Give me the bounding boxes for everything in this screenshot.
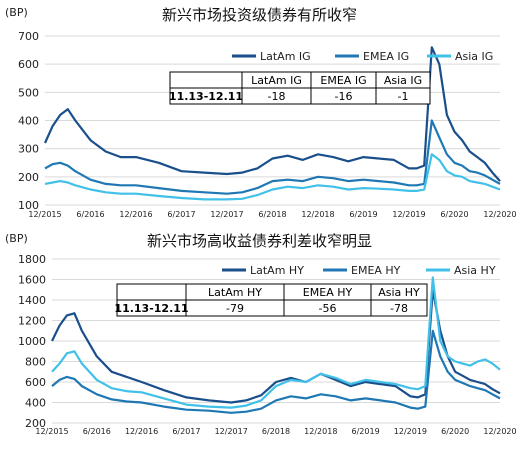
legend-label: LatAm HY [250,264,304,277]
y-tick-label: 700 [18,30,39,43]
y-tick-label: 400 [18,115,39,128]
x-tick-label: 12/2018 [304,427,337,436]
table-cell: -16 [335,90,353,103]
table-cell: -18 [268,90,286,103]
x-tick-label: 6/2019 [352,427,380,436]
y-tick-label: 600 [25,376,46,389]
y-tick-label: 1400 [18,294,46,307]
x-tick-label: 12/2020 [483,427,516,436]
table-cell: 11.13-12.11 [169,90,243,103]
legend-label: EMEA IG [363,50,409,63]
x-tick-label: 6/2018 [262,427,290,436]
table-cell: -1 [398,90,409,103]
x-tick-label: 12/2015 [28,210,61,219]
table-cell: 11.13-12.11 [114,302,188,315]
legend-label: LatAm IG [260,50,311,63]
x-tick-label: 6/2016 [76,210,104,219]
x-tick-label: 12/2019 [392,210,425,219]
x-tick-label: 6/2018 [258,210,286,219]
y-tick-label: 1200 [18,315,46,328]
x-tick-label: 6/2017 [172,427,200,436]
y-tick-label: 800 [25,356,46,369]
y-tick-label: 1800 [18,253,46,266]
x-tick-label: 12/2016 [125,427,158,436]
hy-spread-chart: 200 400 600 800 1000 1200 1400 1600 1800 12/2015 6… [18,253,517,436]
legend-label: Asia IG [455,50,493,63]
y-tick-label: 200 [25,417,46,430]
chart-title: 新兴市场高收益债券利差收窄明显 [146,232,372,250]
x-tick-label: 12/2015 [35,427,68,436]
table-header-cell: Asia HY [378,286,420,299]
ig-spread-chart: 100 200 300 400 500 600 700 12/2015 6/2016 12/201… [18,30,517,219]
x-tick-label: 12/2020 [483,210,516,219]
series-line-emea-hy [51,329,501,414]
legend-label: Asia HY [454,264,496,277]
x-tick-label: 12/2018 [301,210,334,219]
legend-label: EMEA HY [351,264,401,277]
y-tick-label: 200 [18,171,39,184]
y-tick-label: 300 [18,143,39,156]
x-tick-label: 12/2017 [210,210,243,219]
ig-chart-panel: 新兴市场投资级债券有所收窄 (BP) 100 200 300 400 500 600 700… [5,6,517,219]
table-cell: -79 [226,302,244,315]
y-unit-label: (BP) [5,6,28,19]
series-line-asia-hy [51,276,501,409]
x-tick-label: 6/2017 [167,210,195,219]
x-tick-label: 6/2019 [349,210,377,219]
y-tick-label: 1600 [18,274,46,287]
x-tick-label: 6/2020 [441,427,469,436]
series-line-asia-ig [44,153,501,201]
hy-chart-panel: 新兴市场高收益债券利差收窄明显 (BP) 200 400 600 800 1000 120… [0,226,519,449]
table-cell: -78 [390,302,408,315]
table-header-cell: LatAm HY [208,286,262,299]
x-tick-label: 12/2016 [119,210,152,219]
x-tick-label: 6/2020 [440,210,468,219]
y-unit-label: (BP) [5,232,28,245]
table-header-cell: EMEA HY [303,286,353,299]
series-line-latam-ig [43,46,501,182]
series-line-emea-ig [44,119,501,195]
table-cell: -56 [319,302,337,315]
y-tick-label: 1000 [18,335,46,348]
y-tick-label: 600 [18,58,39,71]
table-header-cell: Asia IG [384,74,422,87]
y-tick-label: 100 [18,199,39,212]
table-header-cell: LatAm IG [251,74,302,87]
chart-title: 新兴市场投资级债券有所收窄 [161,6,357,24]
table-header-cell: EMEA IG [320,74,366,87]
x-tick-label: 12/2017 [215,427,248,436]
x-tick-label: 12/2019 [394,427,427,436]
y-tick-label: 400 [25,397,46,410]
y-tick-label: 500 [18,86,39,99]
x-tick-label: 6/2016 [83,427,111,436]
